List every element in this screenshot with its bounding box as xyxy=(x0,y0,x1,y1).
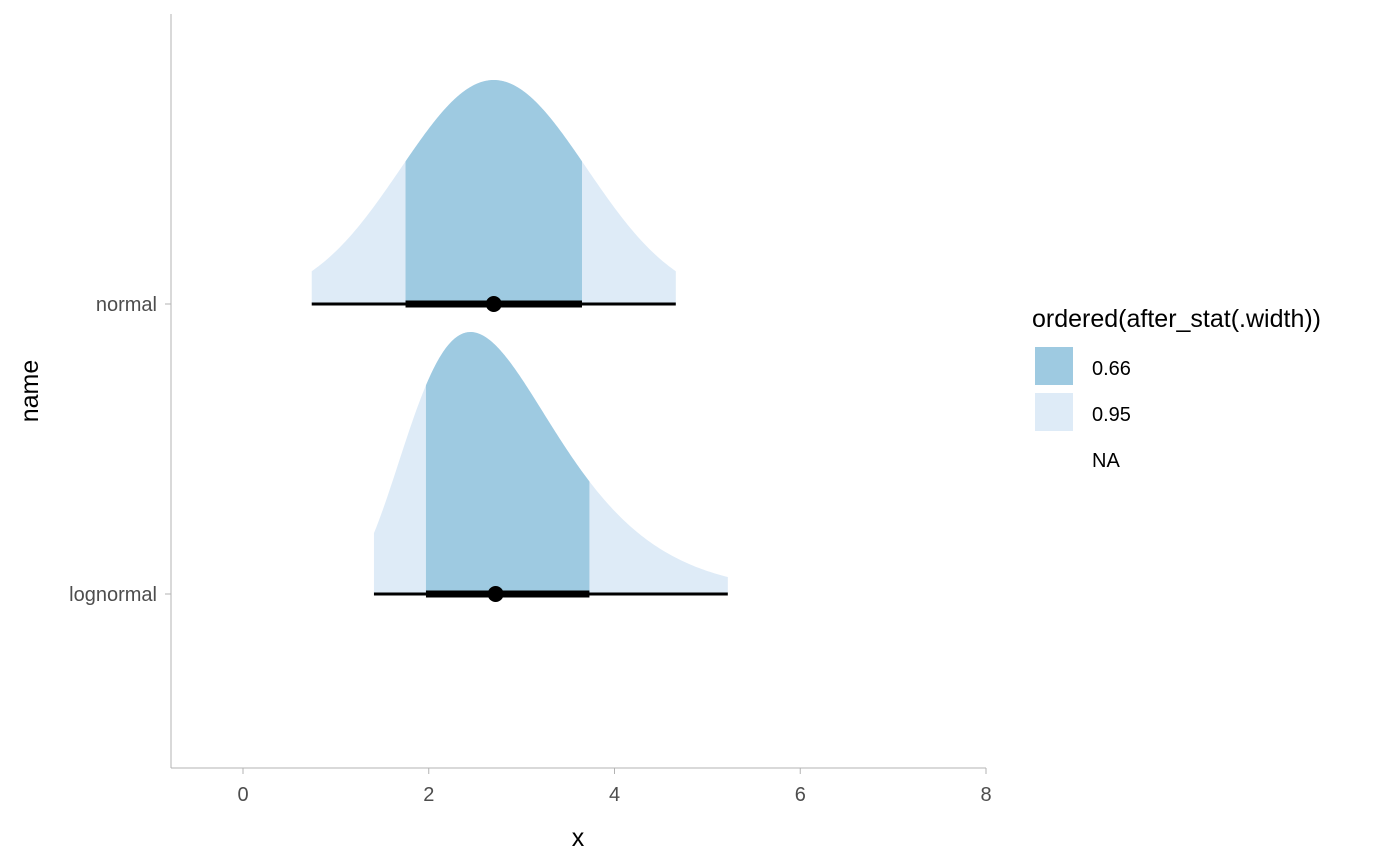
legend: ordered(after_stat(.width)) 0.66 0.95 NA xyxy=(1032,305,1321,472)
point-estimate-lognormal xyxy=(487,586,504,602)
density-66-lognormal xyxy=(425,332,590,594)
y-tick-label-lognormal: lognormal xyxy=(69,584,157,606)
x-tick-label: 8 xyxy=(980,784,991,806)
legend-title: ordered(after_stat(.width)) xyxy=(1032,305,1321,333)
y-axis-title: name xyxy=(16,360,44,423)
distribution-lognormal xyxy=(373,332,728,602)
legend-label-0.95: 0.95 xyxy=(1092,404,1131,426)
distribution-normal xyxy=(311,80,676,312)
legend-label-0.66: 0.66 xyxy=(1092,358,1131,380)
legend-label-na: NA xyxy=(1092,450,1120,472)
x-tick-label: 0 xyxy=(237,784,248,806)
y-axis-ticks: lognormal normal xyxy=(69,294,171,606)
plot-panel xyxy=(311,80,728,602)
y-tick-label-normal: normal xyxy=(96,294,157,316)
x-tick-label: 6 xyxy=(795,784,806,806)
legend-key-0.66 xyxy=(1035,347,1073,385)
legend-key-0.95 xyxy=(1035,393,1073,431)
density-66-normal xyxy=(405,80,582,304)
point-estimate-normal xyxy=(485,296,502,312)
x-axis-title: x xyxy=(572,824,585,852)
x-tick-label: 4 xyxy=(609,784,620,806)
x-tick-label: 2 xyxy=(423,784,434,806)
x-axis-ticks: 0 2 4 6 8 xyxy=(237,768,992,806)
